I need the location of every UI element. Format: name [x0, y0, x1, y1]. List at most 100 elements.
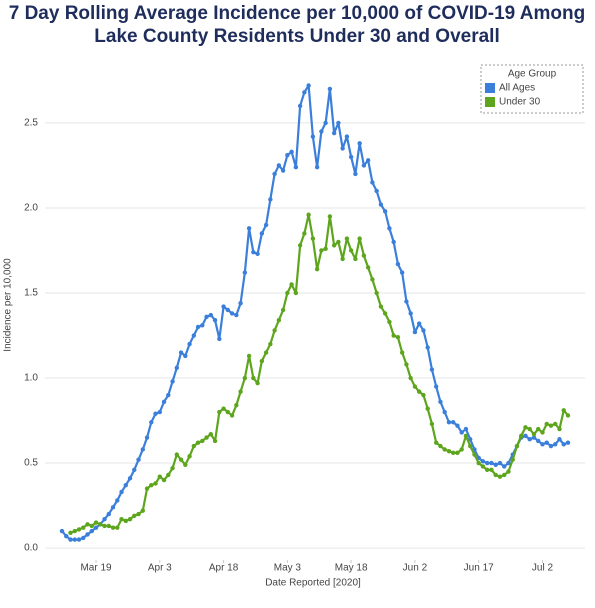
data-point — [387, 226, 392, 231]
data-point — [204, 314, 209, 320]
data-point — [514, 443, 520, 449]
data-point — [378, 304, 384, 309]
data-point — [306, 83, 311, 88]
data-point — [132, 513, 137, 518]
data-point — [110, 525, 116, 530]
data-point — [191, 333, 197, 338]
data-point — [493, 472, 498, 478]
data-point — [251, 375, 256, 381]
data-point — [327, 86, 333, 92]
data-point — [412, 384, 418, 389]
data-point — [72, 528, 77, 534]
data-point — [485, 460, 490, 466]
data-point — [153, 411, 158, 416]
data-point — [166, 472, 171, 478]
data-point — [506, 460, 511, 466]
data-point — [276, 163, 282, 168]
data-point — [510, 457, 515, 462]
data-point — [323, 246, 328, 251]
data-point — [102, 523, 107, 529]
series-line — [70, 213, 569, 534]
data-point — [246, 353, 252, 359]
data-point — [502, 464, 507, 469]
data-point — [289, 282, 294, 287]
x-tick-label: Jun 17 — [464, 563, 494, 574]
data-point — [280, 168, 286, 173]
data-point — [93, 525, 99, 530]
data-point — [565, 413, 571, 418]
data-point — [238, 300, 243, 306]
data-point — [391, 239, 396, 245]
data-point — [412, 329, 418, 335]
data-point — [395, 261, 401, 267]
data-point — [348, 154, 354, 160]
data-point — [161, 399, 167, 405]
data-point — [246, 226, 252, 231]
data-point — [497, 474, 503, 479]
data-point — [391, 333, 396, 338]
data-point — [425, 406, 430, 411]
y-tick-label: 1.0 — [24, 373, 38, 384]
data-point — [136, 457, 141, 462]
data-point — [106, 511, 111, 517]
data-point — [416, 321, 422, 326]
data-point — [285, 290, 290, 296]
data-point — [429, 367, 435, 372]
data-point — [251, 249, 256, 255]
data-point — [553, 442, 558, 447]
data-point — [365, 158, 371, 163]
data-point — [157, 409, 163, 415]
x-tick-label: May 3 — [274, 563, 302, 574]
legend-label: Under 30 — [499, 97, 541, 108]
data-point — [438, 399, 443, 405]
data-point — [502, 472, 507, 478]
data-point — [540, 430, 545, 435]
data-point — [357, 141, 362, 146]
data-point — [127, 476, 133, 481]
y-axis-label: Incidence per 10,000 — [3, 258, 14, 352]
data-point — [374, 188, 379, 194]
data-point — [548, 423, 554, 428]
x-axis-label: Date Reported [2020] — [265, 578, 361, 589]
data-point — [238, 389, 243, 394]
data-point — [527, 426, 532, 432]
data-point — [472, 452, 477, 457]
x-tick-label: Apr 18 — [209, 563, 239, 574]
data-point — [561, 442, 566, 447]
data-point — [506, 469, 511, 474]
data-point — [323, 120, 328, 126]
data-point — [225, 307, 231, 313]
data-point — [178, 350, 184, 355]
data-point — [336, 120, 341, 126]
data-point — [463, 433, 469, 439]
y-tick-label: 2.5 — [24, 118, 38, 129]
data-point — [361, 163, 367, 168]
data-point — [136, 511, 141, 517]
data-point — [174, 452, 180, 457]
data-point — [263, 350, 269, 355]
data-point — [553, 421, 558, 427]
data-point — [200, 323, 205, 328]
data-point — [212, 438, 218, 444]
data-point — [459, 447, 464, 452]
y-tick-label: 0.5 — [24, 458, 38, 469]
legend-swatch — [485, 97, 495, 107]
data-point — [399, 350, 405, 355]
data-point — [187, 454, 192, 459]
data-point — [68, 530, 73, 535]
data-point — [106, 523, 111, 529]
data-point — [242, 375, 248, 381]
data-point — [115, 525, 120, 530]
data-point — [268, 197, 273, 202]
data-point — [255, 251, 260, 257]
data-point — [68, 537, 73, 542]
legend-box — [480, 64, 584, 114]
data-point — [331, 130, 337, 136]
data-point — [217, 336, 222, 342]
data-point — [480, 464, 486, 469]
data-point — [115, 498, 120, 503]
x-tick-label: May 18 — [335, 563, 368, 574]
data-point — [170, 465, 175, 471]
data-point — [425, 345, 430, 350]
legend-swatch — [485, 83, 495, 93]
